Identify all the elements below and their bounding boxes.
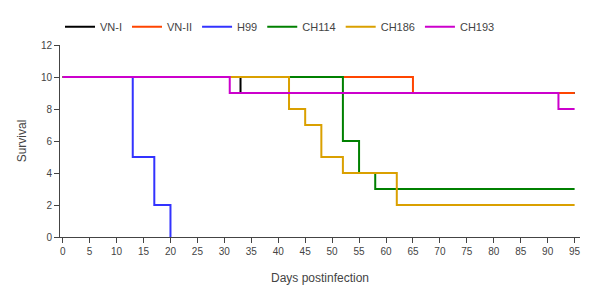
- svg-text:Days postinfection: Days postinfection: [271, 271, 369, 285]
- svg-text:60: 60: [380, 246, 392, 257]
- svg-text:65: 65: [407, 246, 419, 257]
- svg-text:25: 25: [192, 246, 204, 257]
- svg-text:95: 95: [569, 246, 581, 257]
- svg-text:5: 5: [87, 246, 93, 257]
- svg-text:2: 2: [46, 200, 52, 211]
- svg-text:H99: H99: [237, 21, 257, 33]
- svg-text:20: 20: [165, 246, 177, 257]
- svg-text:12: 12: [41, 40, 53, 51]
- svg-text:CH193: CH193: [460, 21, 494, 33]
- svg-text:50: 50: [327, 246, 339, 257]
- svg-text:75: 75: [461, 246, 473, 257]
- svg-text:35: 35: [246, 246, 258, 257]
- svg-text:55: 55: [354, 246, 366, 257]
- svg-text:70: 70: [434, 246, 446, 257]
- svg-text:80: 80: [488, 246, 500, 257]
- svg-text:15: 15: [138, 246, 150, 257]
- svg-text:8: 8: [46, 104, 52, 115]
- svg-text:0: 0: [46, 232, 52, 243]
- svg-text:Survival: Survival: [15, 120, 29, 163]
- svg-text:10: 10: [41, 72, 53, 83]
- svg-text:CH114: CH114: [302, 21, 335, 33]
- svg-text:30: 30: [219, 246, 231, 257]
- svg-text:45: 45: [300, 246, 312, 257]
- svg-text:85: 85: [515, 246, 527, 257]
- svg-text:VN-II: VN-II: [167, 21, 192, 33]
- svg-text:0: 0: [60, 246, 66, 257]
- svg-text:90: 90: [542, 246, 554, 257]
- svg-text:VN-I: VN-I: [100, 21, 122, 33]
- svg-text:10: 10: [111, 246, 123, 257]
- svg-text:CH186: CH186: [381, 21, 415, 33]
- svg-text:6: 6: [46, 136, 52, 147]
- svg-text:4: 4: [46, 168, 52, 179]
- svg-text:40: 40: [273, 246, 285, 257]
